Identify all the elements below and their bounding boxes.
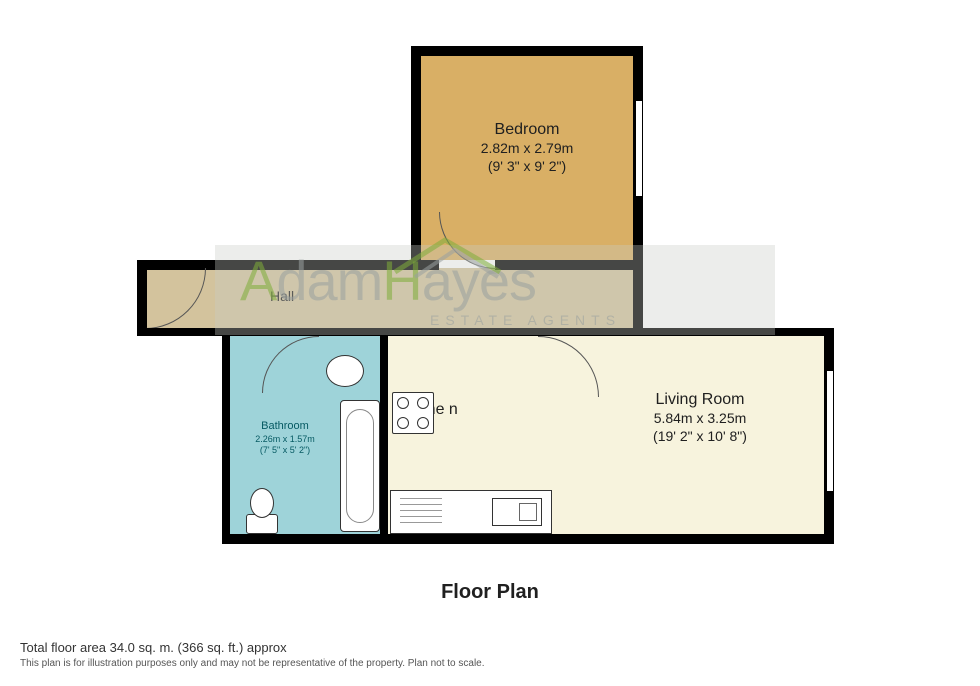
bathroom-name: Bathroom [230,420,340,434]
plan-title: Floor Plan [0,580,980,605]
footer-area: Total floor area 34.0 sq. m. (366 sq. ft… [20,640,287,655]
living-dims-m: 5.84m x 3.25m [600,410,800,428]
living-label: Living Room 5.84m x 3.25m (19' 2" x 10' … [600,390,800,445]
fixture-kitchen-sink [492,498,542,526]
bathroom-dims-ft: (7' 5" x 5' 2") [230,445,340,456]
fixture-sink [326,355,364,387]
wall [222,534,834,544]
footer-disclaimer: This plan is for illustration purposes o… [20,658,485,669]
living-name: Living Room [600,390,800,410]
wall [411,46,643,56]
bedroom-dims-ft: (9' 3" x 9' 2") [419,158,635,176]
fixture-bath [340,400,380,532]
floor-plan-canvas: /* helper to set bg after bind below */ … [0,0,980,686]
window-bedroom [635,100,643,197]
fixture-drainer [400,498,442,524]
window-living [826,370,834,492]
bedroom-name: Bedroom [419,120,635,140]
wall [222,328,230,542]
fixture-toilet-bowl [250,488,274,518]
watermark-sub: ESTATE AGENTS [430,312,621,328]
living-dims-ft: (19' 2" x 10' 8") [600,428,800,446]
wall [380,336,388,538]
bathroom-dims-m: 2.26m x 1.57m [230,434,340,445]
fixture-hob [392,392,434,434]
watermark-roof-icon [390,232,550,282]
bedroom-dims-m: 2.82m x 2.79m [419,140,635,158]
bathroom-label: Bathroom 2.26m x 1.57m (7' 5" x 5' 2") [230,420,340,456]
bedroom-label: Bedroom 2.82m x 2.79m (9' 3" x 9' 2") [419,120,635,175]
